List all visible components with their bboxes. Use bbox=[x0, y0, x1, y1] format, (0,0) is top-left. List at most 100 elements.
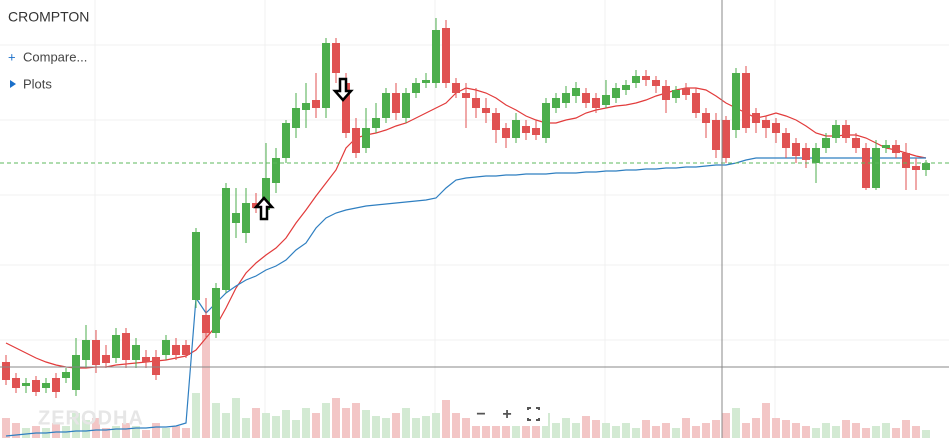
volume-bar bbox=[252, 408, 260, 438]
volume-bar bbox=[702, 423, 710, 438]
zoom-out[interactable]: − bbox=[476, 406, 485, 423]
candle-body bbox=[832, 125, 840, 138]
volume-bar bbox=[402, 408, 410, 438]
candle-body bbox=[42, 383, 50, 388]
volume-bar bbox=[322, 403, 330, 438]
candle-body bbox=[662, 86, 670, 100]
candle-body bbox=[12, 378, 20, 388]
candle-body bbox=[412, 83, 420, 93]
candle-body bbox=[602, 95, 610, 105]
candle-body bbox=[642, 76, 650, 80]
candle-body bbox=[92, 340, 100, 365]
volume-bar bbox=[742, 423, 750, 438]
candle-body bbox=[462, 93, 470, 98]
volume-bar bbox=[312, 413, 320, 438]
volume-bar bbox=[722, 413, 730, 438]
candle-body bbox=[502, 128, 510, 138]
candle-body bbox=[922, 163, 930, 170]
volume-bar bbox=[602, 423, 610, 438]
fullscreen[interactable] bbox=[527, 407, 540, 421]
volume-bar bbox=[232, 398, 240, 438]
candle-body bbox=[302, 103, 310, 110]
volume-bar bbox=[482, 420, 490, 438]
volume-bar bbox=[272, 416, 280, 438]
candle-body bbox=[52, 378, 60, 392]
volume-bar bbox=[92, 418, 100, 438]
volume-bar bbox=[492, 418, 500, 438]
candle-layer bbox=[2, 18, 930, 398]
volume-bar bbox=[792, 423, 800, 438]
volume-bar bbox=[862, 428, 870, 438]
volume-bar bbox=[382, 418, 390, 438]
volume-bar bbox=[662, 423, 670, 438]
volume-bar bbox=[752, 418, 760, 438]
candle-body bbox=[482, 108, 490, 113]
volume-bar bbox=[302, 408, 310, 438]
candle-body bbox=[312, 100, 320, 108]
volume-bar bbox=[922, 430, 930, 438]
volume-bar bbox=[202, 320, 210, 438]
volume-bar bbox=[82, 420, 90, 438]
volume-bar bbox=[712, 420, 720, 438]
candle-body bbox=[522, 126, 530, 133]
volume-bar bbox=[12, 423, 20, 438]
candle-body bbox=[702, 113, 710, 123]
volume-bar bbox=[412, 418, 420, 438]
candle-body bbox=[432, 30, 440, 83]
candle-body bbox=[212, 288, 220, 333]
candle-body bbox=[682, 88, 690, 95]
volume-bar bbox=[892, 428, 900, 438]
volume-bar bbox=[912, 426, 920, 438]
volume-bar bbox=[362, 410, 370, 438]
volume-bar bbox=[332, 398, 340, 438]
candle-body bbox=[812, 148, 820, 163]
indicator-line bbox=[5, 157, 926, 437]
candle-body bbox=[182, 345, 190, 355]
candle-body bbox=[672, 90, 680, 98]
candle-body bbox=[782, 133, 790, 148]
volume-bar bbox=[882, 423, 890, 438]
candle-body bbox=[742, 73, 750, 128]
volume-bar bbox=[72, 413, 80, 438]
candle-body bbox=[912, 166, 920, 170]
candle-body bbox=[802, 148, 810, 160]
volume-bar bbox=[612, 426, 620, 438]
indicator-line bbox=[5, 87, 927, 369]
candle-body bbox=[732, 73, 740, 130]
candle-body bbox=[162, 340, 170, 355]
candle-body bbox=[192, 232, 200, 300]
volume-bar bbox=[342, 408, 350, 438]
candle-body bbox=[722, 120, 730, 158]
candle-body bbox=[552, 98, 560, 108]
volume-bar bbox=[132, 426, 140, 438]
candle-body bbox=[172, 345, 180, 355]
candle-body bbox=[262, 178, 270, 210]
candle-body bbox=[152, 357, 160, 375]
compare-button[interactable]: Compare... bbox=[23, 49, 87, 64]
candle-body bbox=[332, 43, 340, 73]
candle-body bbox=[582, 93, 590, 103]
volume-bar bbox=[772, 418, 780, 438]
candle-body bbox=[492, 113, 500, 130]
volume-bar bbox=[802, 426, 810, 438]
candle-body bbox=[62, 372, 70, 378]
candle-body bbox=[382, 93, 390, 118]
candle-body bbox=[102, 355, 110, 363]
candle-body bbox=[622, 85, 630, 90]
volume-bar bbox=[852, 423, 860, 438]
volume-bar bbox=[192, 393, 200, 438]
volume-bar bbox=[762, 403, 770, 438]
candle-body bbox=[632, 76, 640, 83]
compare-icon[interactable]: + bbox=[8, 49, 16, 64]
volume-bar bbox=[452, 413, 460, 438]
volume-bar bbox=[622, 423, 630, 438]
volume-bar bbox=[552, 423, 560, 438]
plots-icon[interactable] bbox=[10, 80, 16, 88]
zoom-in[interactable]: + bbox=[502, 406, 511, 423]
plots-button[interactable]: Plots bbox=[23, 76, 52, 91]
volume-bar bbox=[532, 418, 540, 438]
candle-body bbox=[322, 43, 330, 108]
candle-body bbox=[692, 93, 700, 113]
candle-body bbox=[442, 28, 450, 83]
